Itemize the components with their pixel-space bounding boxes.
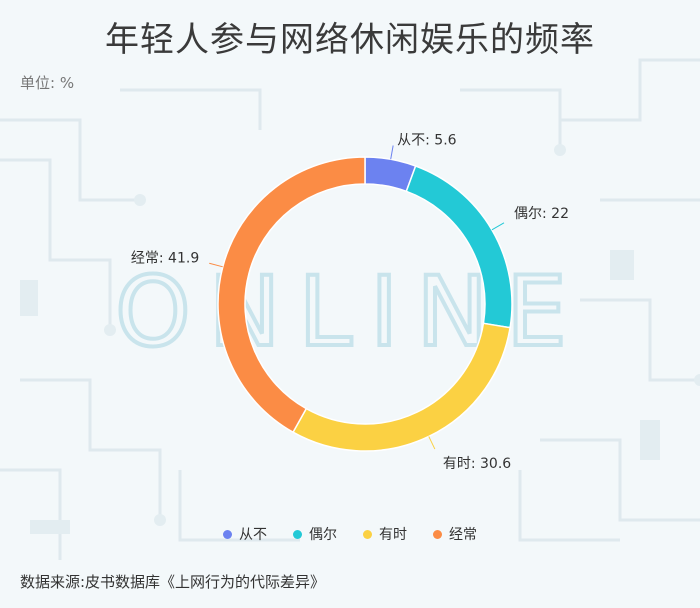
slice-label-0: 从不: 5.6 (397, 132, 457, 148)
slice-leader-line-0 (390, 145, 394, 160)
unit-label: 单位: % (20, 74, 75, 92)
legend-dot-icon (433, 529, 442, 539)
chart-title: 年轻人参与网络休闲娱乐的频率 (105, 20, 595, 60)
legend-dot-icon (293, 529, 302, 539)
legend-item-1[interactable]: 偶尔 (293, 524, 337, 544)
legend-label: 经常 (449, 527, 477, 543)
slice-leader-line-3 (209, 262, 223, 268)
slice-label-3: 经常: 41.9 (131, 250, 199, 266)
donut-slice-1 (405, 165, 513, 329)
legend-label: 从不 (239, 527, 267, 543)
legend-item-0[interactable]: 从不 (223, 524, 267, 544)
donut-slice-2 (292, 322, 511, 452)
legend-label: 有时 (379, 527, 407, 543)
slice-leader-line-2 (428, 436, 436, 450)
slice-label-2: 有时: 30.6 (443, 456, 511, 472)
legend-dot-icon (223, 529, 232, 539)
legend-dot-icon (363, 529, 372, 539)
slice-leader-line-1 (491, 222, 505, 231)
slice-label-1: 偶尔: 22 (514, 206, 569, 222)
legend-label: 偶尔 (309, 527, 337, 543)
donut-slice-3 (217, 156, 366, 434)
source-note: 数据来源:皮书数据库《上网行为的代际差异》 (20, 573, 326, 591)
legend-item-2[interactable]: 有时 (363, 524, 407, 544)
legend-item-3[interactable]: 经常 (433, 524, 477, 544)
legend: 从不 偶尔 有时 经常 (0, 524, 700, 544)
